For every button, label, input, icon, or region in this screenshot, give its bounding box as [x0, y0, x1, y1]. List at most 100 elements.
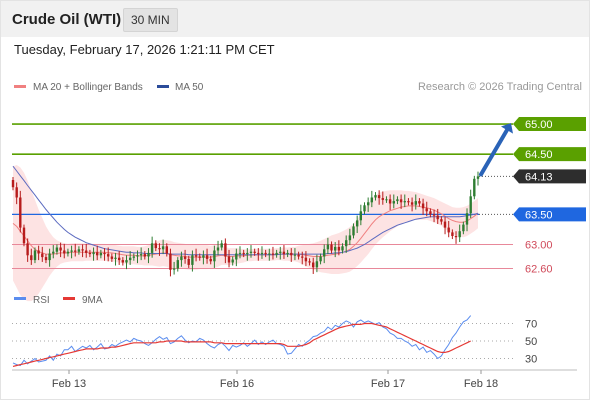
x-tick-label: Feb 16 [220, 378, 254, 390]
candle-body [301, 256, 304, 258]
candle-body [271, 253, 275, 255]
candle-body [348, 235, 352, 241]
candle-body [359, 211, 362, 221]
candle-body [476, 176, 480, 179]
candle-body [96, 252, 99, 256]
candle-body [451, 232, 454, 236]
candle-body [326, 244, 330, 250]
candle-body [458, 231, 461, 238]
level-label: 63.50 [525, 209, 553, 221]
main-legend: MA 20 + Bollinger Bands MA 50 [14, 82, 204, 93]
candle-body [312, 262, 315, 268]
rsi-line [12, 315, 472, 367]
candle-body [85, 250, 88, 253]
candle-body [132, 256, 135, 258]
header-bar: Crude Oil (WTI) 30 MIN [1, 1, 589, 37]
x-tick-label: Feb 13 [52, 378, 86, 390]
candle-body [275, 252, 278, 255]
candle-body [41, 253, 44, 258]
candle-body [367, 202, 370, 206]
candle-body [429, 211, 432, 215]
candle-body [99, 252, 103, 256]
candle-body [436, 215, 439, 220]
rsi-ma-legend-swatch [63, 297, 75, 300]
candle-body [92, 252, 95, 255]
bollinger-legend-label: MA 20 + Bollinger Bands [33, 82, 143, 93]
moving-averages [12, 165, 479, 258]
candle-body [224, 243, 227, 257]
candle-body [114, 257, 117, 259]
candle-body [59, 247, 62, 251]
candle-body [77, 249, 81, 252]
candle-body [147, 252, 150, 257]
rsi-tick-label: 30 [525, 354, 537, 366]
candle-body [396, 199, 399, 202]
level-tag [513, 207, 586, 222]
candle-body [392, 201, 395, 204]
candle-body [407, 201, 410, 203]
candle-body [187, 258, 190, 265]
candle-body [125, 260, 128, 263]
candle-body [88, 252, 92, 255]
candle-body [410, 202, 414, 205]
candle-body [48, 253, 51, 261]
level-tag [513, 117, 586, 132]
candle-body [246, 252, 249, 255]
candle-body [268, 253, 271, 255]
x-tick-label: Feb 18 [464, 378, 498, 390]
candles [11, 171, 480, 277]
candle-body [191, 255, 194, 265]
timeframe-badge[interactable]: 30 MIN [123, 8, 178, 32]
candle-body [129, 257, 132, 261]
level-label: 64.50 [525, 149, 553, 161]
bollinger-legend-swatch [14, 85, 26, 88]
candle-body [260, 252, 264, 255]
candle-body [465, 213, 469, 225]
candle-body [11, 180, 15, 188]
candle-body [319, 256, 322, 262]
candle-body [216, 247, 220, 251]
candle-body [169, 253, 172, 270]
ma50-legend-swatch [157, 85, 169, 88]
candle-body [418, 201, 421, 204]
rsi-legend: RSI 9MA [14, 295, 103, 306]
candle-body [425, 208, 428, 212]
candle-body [323, 249, 326, 257]
candle-body [315, 261, 319, 268]
candle-body [381, 198, 384, 200]
forecast-arrow [479, 123, 513, 177]
candle-body [198, 256, 201, 258]
level-label: 64.13 [525, 171, 553, 183]
candle-body [304, 257, 308, 262]
candle-body [220, 243, 223, 248]
x-tick-label: Feb 17 [371, 378, 405, 390]
candle-body [370, 197, 373, 203]
candle-body [33, 250, 37, 261]
candle-body [37, 250, 40, 254]
candle-body [282, 251, 286, 255]
level-tag [513, 147, 586, 162]
candle-body [290, 252, 293, 256]
candle-body [70, 250, 73, 252]
candle-body [388, 199, 392, 204]
candle-body [158, 248, 161, 250]
candle-body [74, 250, 77, 252]
candle-body [403, 201, 406, 203]
candle-body [150, 243, 154, 253]
candle-body [15, 187, 18, 198]
timestamp: Tuesday, February 17, 2026 1:21:11 PM CE… [14, 42, 275, 57]
candle-body [334, 246, 337, 251]
candle-body [194, 255, 198, 257]
candle-body [253, 251, 256, 253]
candle-body [473, 178, 476, 197]
candle-body [183, 256, 187, 259]
candle-body [139, 254, 143, 256]
rsi-tick-label: 70 [525, 319, 537, 331]
candle-body [165, 246, 168, 254]
candle-body [143, 254, 146, 257]
candle-body [249, 251, 253, 253]
candle-body [30, 255, 33, 261]
candle-body [103, 252, 106, 255]
level-label: 65.00 [525, 119, 553, 131]
